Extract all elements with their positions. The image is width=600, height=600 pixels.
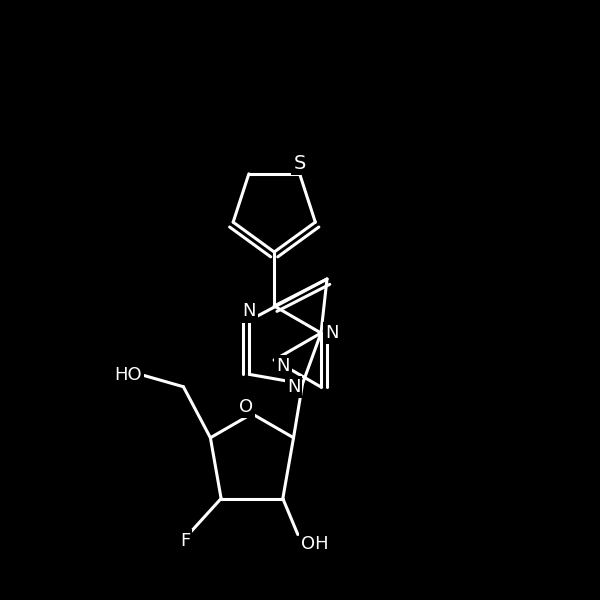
Text: OH: OH	[301, 535, 328, 553]
Text: HO: HO	[115, 366, 142, 384]
Text: F: F	[180, 532, 190, 550]
Text: N: N	[277, 357, 290, 375]
Text: S: S	[293, 154, 306, 173]
Text: O: O	[239, 398, 253, 416]
Text: N: N	[325, 324, 338, 342]
Text: N: N	[242, 302, 256, 320]
Text: N: N	[287, 378, 300, 396]
